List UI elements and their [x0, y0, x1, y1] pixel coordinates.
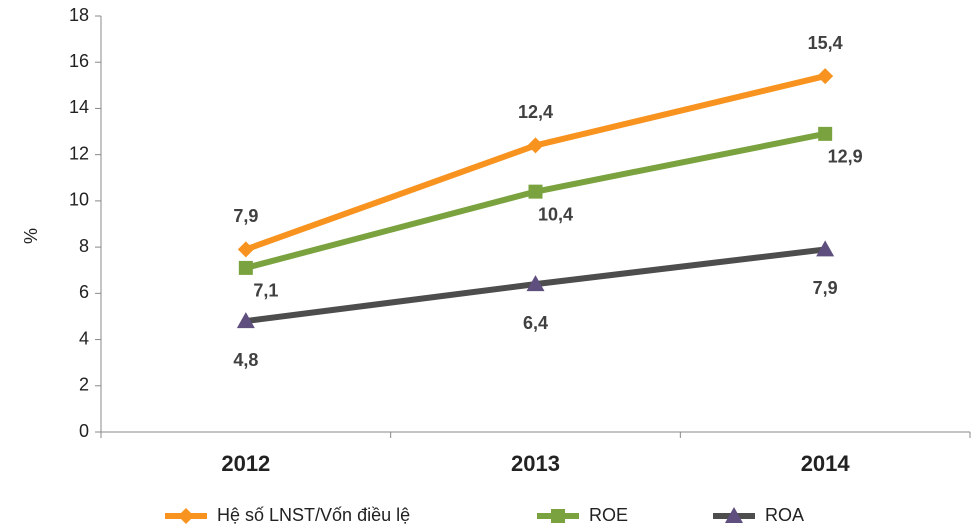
y-axis-label: % — [21, 228, 41, 244]
value-label: 6,4 — [523, 313, 548, 333]
y-tick-label: 8 — [79, 236, 89, 256]
y-tick-label: 10 — [69, 190, 89, 210]
x-tick-label: 2013 — [511, 451, 560, 476]
value-label: 10,4 — [538, 204, 573, 224]
legend-marker — [178, 508, 194, 524]
point — [817, 68, 834, 85]
point — [527, 137, 544, 154]
y-tick-label: 4 — [79, 328, 89, 348]
value-label: 7,9 — [233, 206, 258, 226]
y-tick-label: 2 — [79, 375, 89, 395]
y-tick-label: 6 — [79, 282, 89, 302]
y-tick-label: 12 — [69, 143, 89, 163]
point — [238, 260, 253, 275]
y-tick-label: 14 — [69, 97, 89, 117]
legend-marker — [551, 509, 565, 523]
legend-label: ROA — [765, 505, 804, 525]
line — [245, 130, 826, 271]
value-label: 4,8 — [233, 350, 258, 370]
point — [816, 240, 835, 257]
point — [818, 126, 833, 141]
point — [526, 275, 545, 292]
value-label: 7,1 — [253, 281, 278, 301]
value-label: 15,4 — [808, 33, 843, 53]
point — [528, 184, 543, 199]
y-tick-label: 0 — [79, 421, 89, 441]
y-tick-label: 18 — [69, 5, 89, 25]
point — [236, 312, 255, 329]
x-tick-label: 2014 — [801, 451, 851, 476]
value-label: 12,4 — [518, 102, 553, 122]
legend-label: Hệ số LNST/Vốn điều lệ — [217, 505, 410, 525]
value-label: 7,9 — [813, 278, 838, 298]
legend-marker — [725, 507, 743, 523]
point — [237, 241, 254, 258]
value-label: 12,9 — [828, 147, 863, 167]
legend-label: ROE — [589, 505, 628, 525]
x-tick-label: 2012 — [221, 451, 270, 476]
y-tick-label: 16 — [69, 51, 89, 71]
